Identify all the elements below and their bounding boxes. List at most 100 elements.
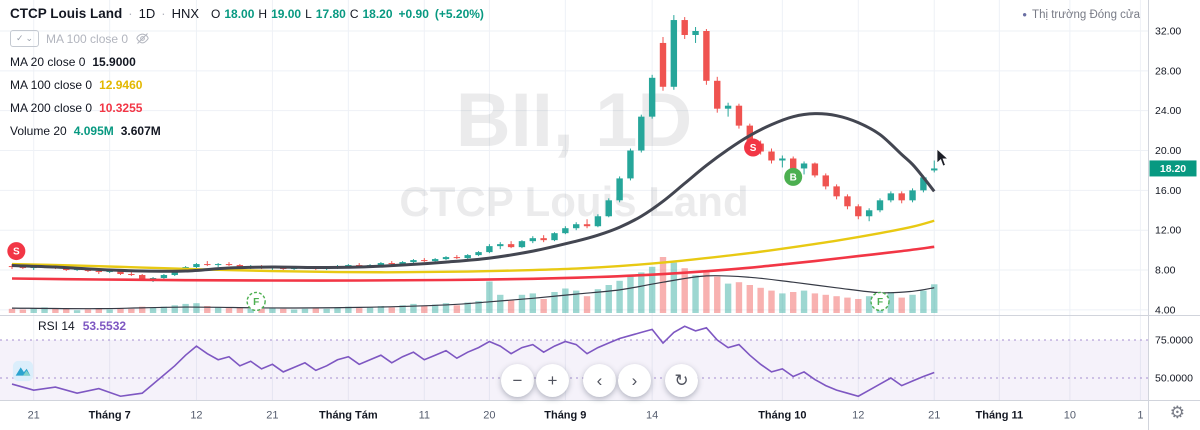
buy-marker [784, 167, 803, 186]
exchange-label: HNX [171, 6, 200, 21]
svg-text:8.00: 8.00 [1155, 265, 1176, 277]
svg-text:28.00: 28.00 [1155, 65, 1181, 77]
indicator-row-ma200[interactable]: MA 200 close 0 10.3255 [10, 96, 161, 119]
svg-text:F: F [253, 297, 259, 308]
svg-text:14: 14 [646, 410, 658, 422]
svg-text:12: 12 [852, 410, 864, 422]
indicator-row-ma20[interactable]: MA 20 close 0 15.9000 [10, 50, 161, 73]
separator: · [128, 6, 133, 21]
open-key: O [211, 6, 221, 21]
svg-text:12.00: 12.00 [1155, 225, 1181, 237]
flag-marker [870, 291, 890, 312]
svg-text:21: 21 [266, 410, 278, 422]
zoom-out-button[interactable]: − [501, 364, 534, 397]
symbol-title[interactable]: CTCP Louis Land [10, 6, 123, 21]
symbol-header: CTCP Louis Land · 1D · HNX O 18.00 H 19.… [10, 6, 484, 21]
svg-text:21: 21 [28, 410, 40, 422]
high-key: H [258, 6, 268, 21]
ma200-line [11, 245, 935, 282]
svg-text:B: B [790, 172, 797, 183]
close-value: 18.20 [362, 6, 393, 21]
indicator-label: MA 100 close 0 [46, 31, 129, 46]
volume-value: 4.095M [73, 123, 114, 138]
separator: · [161, 6, 166, 21]
grid-layer [0, 0, 1148, 400]
rsi-pane-icon [12, 360, 34, 382]
svg-text:20: 20 [483, 410, 495, 422]
timeframe-label[interactable]: 1D [138, 6, 156, 21]
market-status: ● Thị trường Đóng cửa [1022, 9, 1140, 21]
indicator-value: 10.3255 [99, 100, 143, 115]
svg-text:75.0000: 75.0000 [1155, 335, 1193, 347]
open-value: 18.00 [224, 6, 255, 21]
zoom-in-button[interactable]: + [536, 364, 569, 397]
rsi-indicator-row[interactable]: RSI 14 53.5532 [38, 319, 126, 333]
change-percent: (+5.20%) [434, 6, 484, 21]
ma20-line [11, 112, 936, 273]
low-key: L [305, 6, 312, 21]
scroll-right-button[interactable]: › [618, 364, 651, 397]
svg-text:12: 12 [190, 410, 202, 422]
indicator-legend: ✓ ⌄ MA 100 close 0 MA 20 close 0 15.9000… [10, 27, 161, 142]
svg-text:Tháng 9: Tháng 9 [544, 410, 586, 422]
svg-text:S: S [750, 143, 757, 154]
indicator-label: Volume 20 [10, 123, 67, 138]
svg-text:4.00: 4.00 [1155, 304, 1176, 316]
gear-icon[interactable]: ⚙ [1169, 403, 1185, 422]
rsi-label: RSI 14 [38, 319, 75, 333]
svg-text:BII, 1D: BII, 1D [456, 78, 693, 163]
svg-text:F: F [877, 297, 883, 308]
indicator-value: 15.9000 [92, 54, 136, 69]
price-axis: 32.00 28.00 24.00 20.00 16.00 12.00 8.00 4.00 75… [1149, 26, 1197, 385]
svg-text:Tháng 10: Tháng 10 [758, 410, 806, 422]
volume-layer [8, 257, 938, 313]
indicator-row-volume[interactable]: Volume 20 4.095M 3.607M [10, 119, 161, 142]
low-value: 17.80 [315, 6, 346, 21]
svg-text:Tháng 11: Tháng 11 [976, 410, 1024, 422]
indicator-row-hidden-ma100[interactable]: ✓ ⌄ MA 100 close 0 [10, 27, 161, 50]
scroll-left-button[interactable]: ‹ [583, 364, 616, 397]
svg-text:11: 11 [419, 410, 430, 422]
svg-text:21: 21 [928, 410, 940, 422]
svg-text:18.20: 18.20 [1160, 163, 1186, 175]
candles-layer [8, 15, 938, 282]
indicator-row-ma100[interactable]: MA 100 close 0 12.9460 [10, 73, 161, 96]
ohlc-values: O 18.00 H 19.00 L 17.80 C 18.20 +0.90 (+… [211, 7, 484, 21]
rsi-value: 53.5532 [82, 319, 127, 333]
svg-text:32.00: 32.00 [1155, 26, 1181, 38]
svg-text:16.00: 16.00 [1155, 185, 1181, 197]
close-key: C [349, 6, 359, 21]
high-value: 19.00 [271, 6, 302, 21]
market-status-dot-icon: ● [1022, 10, 1028, 19]
svg-text:CTCP Louis Land: CTCP Louis Land [399, 178, 748, 225]
indicator-select-box[interactable]: ✓ ⌄ [10, 30, 39, 47]
reset-view-button[interactable]: ↻ [665, 364, 698, 397]
indicator-label: MA 200 close 0 [10, 100, 93, 115]
flag-marker [246, 291, 266, 312]
eye-off-icon[interactable] [135, 31, 150, 46]
check-icon: ✓ [15, 33, 24, 43]
chart-toolbar: − + ‹ › ↻ [501, 364, 700, 397]
volume-ma-value: 3.607M [120, 123, 161, 138]
rsi-line [11, 325, 935, 398]
ma100-line [11, 219, 935, 274]
svg-text:24.00: 24.00 [1155, 105, 1181, 117]
svg-text:50.0000: 50.0000 [1155, 373, 1193, 385]
change-value: +0.90 [398, 6, 429, 21]
indicator-value: 12.9460 [99, 77, 143, 92]
svg-text:Tháng 7: Tháng 7 [89, 410, 131, 422]
indicator-label: MA 100 close 0 [10, 77, 93, 92]
svg-text:Tháng Tám: Tháng Tám [319, 410, 378, 422]
sell-marker [7, 242, 26, 261]
trade-markers: S F S B F [7, 138, 890, 312]
svg-text:1: 1 [1137, 410, 1143, 422]
market-status-text: Thị trường Đóng cửa [1032, 9, 1140, 21]
svg-text:S: S [13, 247, 20, 258]
svg-text:10: 10 [1064, 410, 1076, 422]
volume-ma-line [11, 275, 935, 310]
indicator-label: MA 20 close 0 [10, 54, 86, 69]
svg-text:20.00: 20.00 [1155, 145, 1181, 157]
sell-marker [744, 138, 763, 157]
